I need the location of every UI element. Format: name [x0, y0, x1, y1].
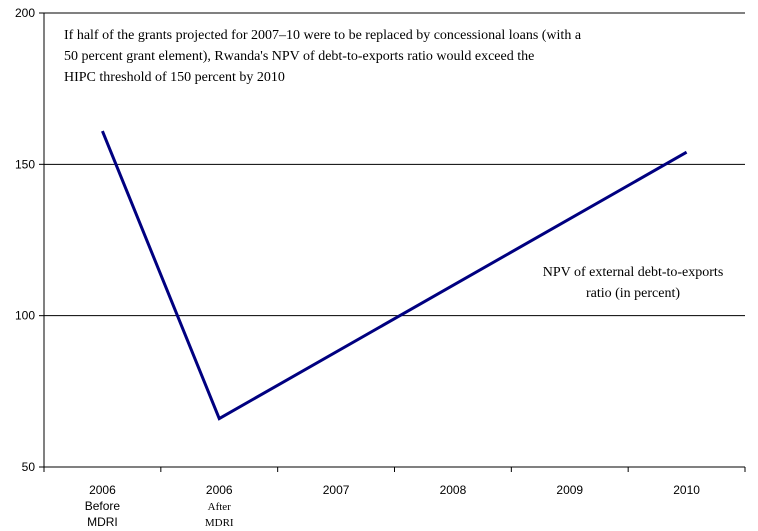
x-tick-label: 2006 Before MDRI — [85, 483, 121, 529]
series-label: NPV of external debt-to-exports ratio (in… — [543, 265, 724, 301]
gridlines — [44, 12, 745, 317]
x-tick-label: 2009 — [556, 483, 583, 497]
y-tick-label: 50 — [22, 460, 36, 474]
x-tick-label: 2007 — [323, 483, 350, 497]
x-axis-ticks: 2006 Before MDRI 2006 After MDRI 2007 2008 2009 2… — [43, 467, 746, 529]
x-tick-label: 2008 — [440, 483, 467, 497]
y-tick-label: 150 — [15, 157, 35, 171]
series — [101, 130, 688, 421]
chart-annotation: If half of the grants projected for 2007… — [64, 28, 582, 85]
y-axis-ticks: 50 100 150 200 — [15, 6, 44, 474]
y-tick-label: 100 — [15, 309, 35, 323]
x-tick-label: 2006 After MDRI — [205, 483, 234, 529]
x-tick-label: 2010 — [673, 483, 700, 497]
y-tick-label: 200 — [15, 6, 35, 20]
